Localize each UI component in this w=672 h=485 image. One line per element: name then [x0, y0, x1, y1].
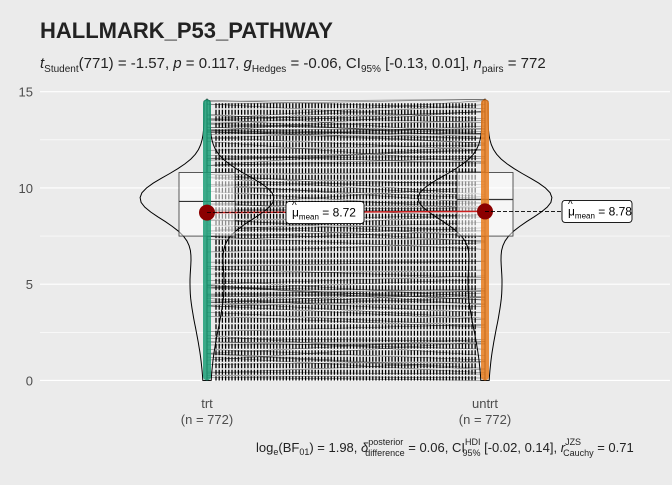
points-trt	[203, 99, 211, 380]
ci-sub: 95%	[361, 64, 381, 75]
n-value: = 772	[504, 55, 546, 72]
y-tick-label: 10	[19, 181, 33, 196]
r-sup: JZS	[565, 437, 581, 447]
y-tick-label: 15	[19, 85, 33, 100]
t-sub: Student	[44, 64, 79, 75]
violin-trt	[140, 99, 207, 380]
t-value: (771) = -1.57,	[79, 55, 174, 72]
r-sub: Cauchy	[563, 448, 594, 458]
mean-hat-trt: ^	[292, 201, 297, 212]
bf-text: (BF	[278, 440, 299, 455]
points-untrt	[481, 99, 489, 380]
mean-hat-untrt: ^	[568, 199, 573, 210]
violin-untrt	[485, 99, 552, 380]
n-label-untrt: (n = 772)	[459, 412, 511, 427]
y-tick-label: 0	[26, 373, 33, 388]
delta-sup: posterior	[368, 437, 403, 447]
hdi-sup: HDI	[465, 437, 481, 447]
hdi-value: [-0.02, 0.14],	[481, 440, 561, 455]
hdi-sub: 95%	[462, 448, 480, 458]
log-text: log	[256, 440, 273, 455]
ci-value: [-0.13, 0.01],	[381, 55, 474, 72]
n-label-trt: (n = 772)	[181, 412, 233, 427]
p-value: = 0.117,	[182, 55, 244, 72]
delta-sub: difference	[365, 448, 404, 458]
g-value: = -0.06, CI	[286, 55, 361, 72]
paired-lines	[207, 99, 485, 380]
y-tick-label: 5	[26, 277, 33, 292]
chart-title: HALLMARK_P53_PATHWAY	[40, 18, 333, 43]
g-sub: Hedges	[252, 64, 286, 75]
bf-sub: 01	[299, 447, 309, 457]
x-tick-label-untrt: untrt	[472, 396, 498, 411]
n-label: n	[474, 55, 482, 72]
n-sub: pairs	[482, 64, 504, 75]
x-tick-label-trt: trt	[201, 396, 213, 411]
r-value: = 0.71	[594, 440, 634, 455]
delta-value: = 0.06, CI	[405, 440, 465, 455]
bf-value: ) = 1.98,	[309, 440, 361, 455]
p-label: p	[172, 55, 181, 72]
chart-subtitle: tStudent(771) = -1.57, p = 0.117, gHedge…	[40, 55, 546, 75]
